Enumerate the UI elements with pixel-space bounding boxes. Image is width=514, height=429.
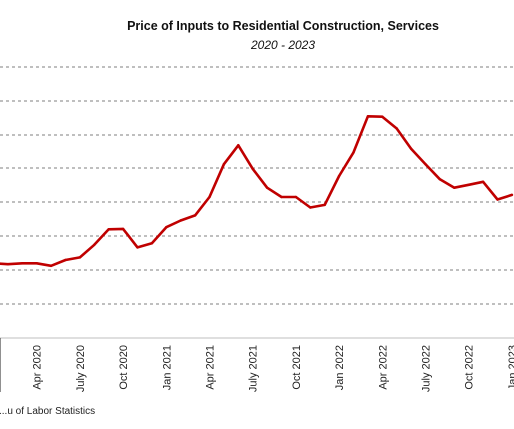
data-point: [121, 227, 125, 231]
x-tick-label: Jan 2023: [507, 345, 514, 390]
x-tick-label: Oct 2020: [118, 345, 130, 390]
x-tick-label: Apr 2020: [32, 345, 44, 390]
data-point: [366, 115, 370, 118]
data-point: [136, 246, 139, 249]
data-point: [352, 151, 355, 154]
x-tick-label: Jan 2022: [334, 345, 346, 390]
x-tick-label: Apr 2021: [205, 345, 217, 390]
x-tick-label: Jan 2021: [161, 345, 173, 390]
gridlines: [0, 66, 514, 339]
data-point: [381, 115, 384, 118]
data-point: [453, 186, 456, 189]
data-point: [179, 219, 182, 222]
data-point: [265, 186, 269, 189]
data-point: [424, 163, 427, 166]
data-point: [237, 144, 240, 147]
data-point: [78, 256, 82, 259]
source-note: ...u of Labor Statistics: [0, 406, 95, 417]
x-tick-label: July 2020: [75, 345, 87, 392]
data-point: [64, 258, 67, 262]
data-point: [222, 163, 226, 166]
data-point: [510, 193, 514, 197]
data-point: [6, 263, 10, 266]
chart-title: Price of Inputs to Residential Construct…: [127, 19, 439, 33]
chart-subtitle: 2020 - 2023: [250, 38, 315, 52]
x-tick-label: Oct 2021: [291, 345, 303, 390]
x-tick-label: July 2022: [421, 345, 433, 392]
series-group: [0, 115, 514, 268]
data-point: [496, 198, 499, 201]
data-point: [208, 195, 211, 199]
x-tick-label: July 2021: [248, 345, 260, 392]
data-point: [107, 228, 110, 231]
series-line: [0, 115, 514, 268]
data-point: [150, 242, 154, 245]
x-tick-label: Apr 2022: [377, 345, 389, 390]
data-point: [93, 243, 96, 246]
data-point: [481, 180, 485, 183]
x-tick-label: Oct 2022: [464, 345, 476, 390]
data-point: [294, 195, 298, 199]
data-point: [438, 178, 442, 181]
data-point: [49, 264, 53, 267]
data-point: [467, 183, 470, 186]
x-axis-tick-labels: Apr 2020 July 2020 Oct 2020 Jan 2021 Apr 202…: [0, 338, 514, 392]
data-point: [35, 262, 38, 265]
data-point: [309, 206, 312, 209]
data-point: [251, 167, 254, 170]
data-point: [280, 195, 283, 199]
data-point: [395, 127, 398, 130]
data-point: [21, 262, 24, 265]
data-point: [323, 203, 326, 207]
data-point: [409, 147, 413, 150]
data-point: [165, 226, 168, 229]
data-point: [193, 214, 197, 217]
data-point: [337, 174, 341, 178]
